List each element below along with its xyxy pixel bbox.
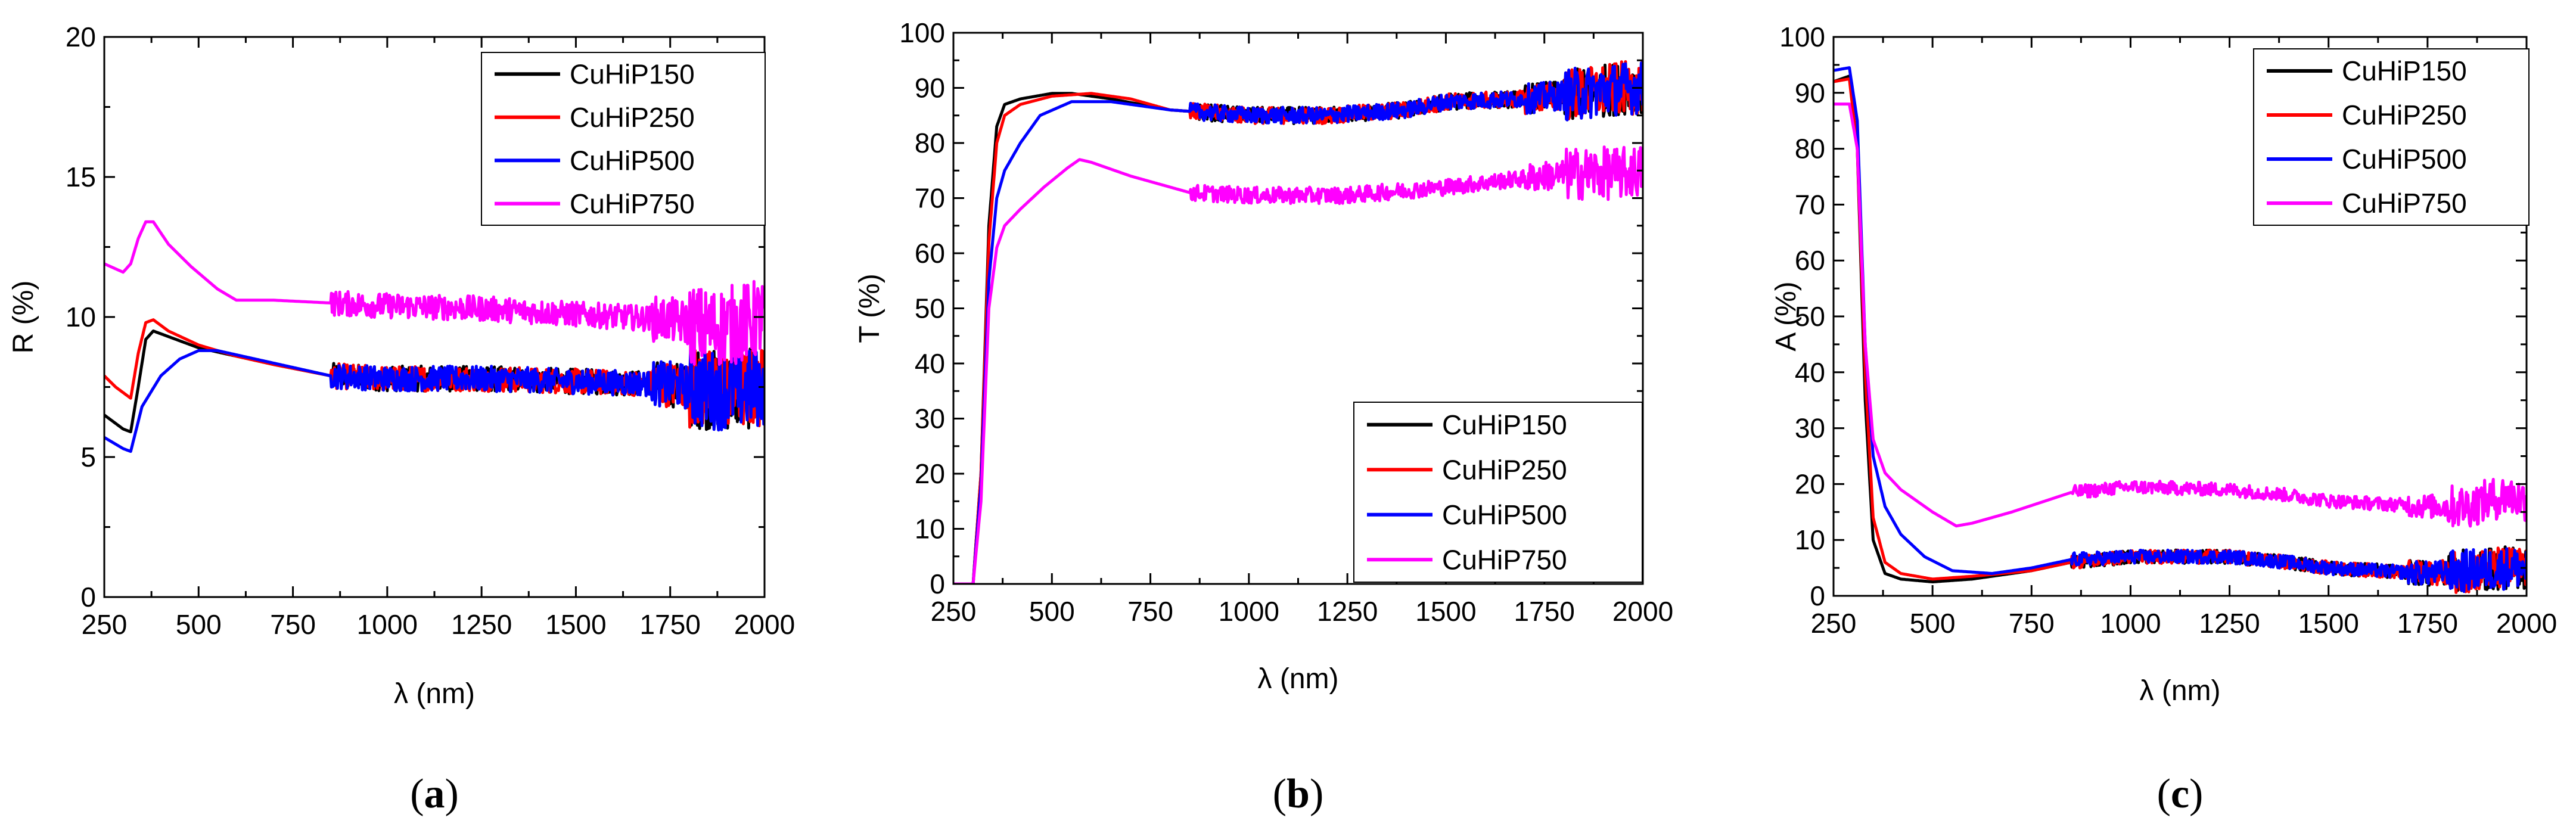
y-tick-label: 30: [915, 403, 945, 434]
x-tick-label: 750: [1127, 596, 1173, 627]
panel-label: (a): [410, 771, 459, 817]
series-line-cuhip750: [104, 220, 765, 366]
legend-label-cuhip500: CuHiP500: [570, 145, 695, 176]
x-tick-label: 750: [2009, 608, 2055, 639]
y-tick-label: 80: [915, 128, 945, 158]
y-tick-label: 20: [66, 21, 96, 52]
legend-box: [2253, 48, 2530, 226]
x-tick-label: 1000: [2100, 608, 2161, 639]
series-line-cuhip500: [1834, 66, 2527, 593]
y-tick-label: 10: [915, 514, 945, 545]
x-tick-label: 250: [931, 596, 977, 627]
legend-label-cuhip750: CuHiP750: [1442, 544, 1567, 575]
y-axis-title: T (%): [854, 273, 885, 343]
x-tick-label: 1500: [2298, 608, 2359, 639]
x-tick-label: 1750: [2397, 608, 2458, 639]
legend-label-cuhip500: CuHiP500: [2342, 144, 2467, 175]
y-tick-label: 5: [80, 442, 96, 473]
x-tick-label: 1250: [2199, 608, 2260, 639]
series-group: [1834, 66, 2527, 594]
x-tick-label: 1000: [1219, 596, 1279, 627]
legend: CuHiP150 CuHiP250 CuHiP500 CuHiP750: [1353, 402, 1643, 583]
legend-box: [1353, 402, 1643, 583]
y-tick-label: 60: [915, 238, 945, 269]
y-tick-label: 50: [915, 293, 945, 324]
y-axis-title: A (%): [1770, 281, 1802, 351]
x-tick-label: 1500: [545, 609, 606, 640]
x-tick-label: 1250: [451, 609, 512, 640]
x-tick-label: 2000: [1612, 596, 1673, 627]
y-tick-label: 10: [66, 302, 96, 332]
series-line-cuhip750: [1834, 102, 2527, 528]
x-tick-label: 1250: [1317, 596, 1378, 627]
x-tick-label: 250: [1811, 608, 1857, 639]
y-tick-label: 60: [1795, 245, 1825, 276]
x-tick-label: 1500: [1415, 596, 1476, 627]
x-tick-label: 500: [1910, 608, 1956, 639]
y-tick-label: 0: [930, 568, 945, 599]
x-tick-label: 2000: [2496, 608, 2557, 639]
x-axis-title: λ (nm): [394, 678, 475, 710]
chart-panel-b: 250 500 750 1000 1250 1500 1750 2000 0 10 20 30 40 50…: [854, 17, 1673, 817]
x-tick-label: 1750: [640, 609, 701, 640]
series-line-cuhip500: [953, 61, 1643, 584]
y-tick-label: 100: [1779, 21, 1825, 52]
x-tick-label: 750: [270, 609, 316, 640]
y-axis-title: R (%): [8, 281, 39, 354]
legend-label-cuhip150: CuHiP150: [570, 58, 695, 89]
x-tick-label: 1000: [357, 609, 418, 640]
legend-label-cuhip150: CuHiP150: [2342, 55, 2467, 86]
y-tick-label: 70: [1795, 189, 1825, 220]
x-tick-label: 250: [82, 609, 128, 640]
y-tick-label: 0: [1810, 580, 1825, 611]
x-axis-title: λ (nm): [2140, 675, 2221, 707]
y-tick-label: 90: [1795, 77, 1825, 108]
chart-panel-c: 250 500 750 1000 1250 1500 1750 2000 0 10 20 30 40 50…: [1770, 21, 2557, 817]
y-tick-label: 15: [66, 161, 96, 192]
y-tick-label: 70: [915, 183, 945, 214]
y-tick-label: 0: [80, 582, 96, 613]
legend: CuHiP150 CuHiP250 CuHiP500 CuHiP750: [481, 52, 766, 226]
y-tick-label: 100: [899, 17, 945, 48]
panel-label: (b): [1273, 771, 1324, 817]
x-tick-label: 500: [1029, 596, 1075, 627]
legend-label-cuhip750: CuHiP750: [2342, 188, 2467, 219]
series-group: [953, 60, 1643, 584]
legend-label-cuhip750: CuHiP750: [570, 188, 695, 219]
chart-panel-a: 250 500 750 1000 1250 1500 1750 2000 0 5 10 15 20 λ (…: [8, 21, 795, 817]
legend-label-cuhip250: CuHiP250: [570, 102, 695, 133]
y-tick-label: 40: [1795, 357, 1825, 388]
legend-label-cuhip250: CuHiP250: [1442, 454, 1567, 485]
y-tick-label: 10: [1795, 524, 1825, 555]
y-tick-label: 90: [915, 73, 945, 104]
x-tick-label: 500: [176, 609, 222, 640]
legend-label-cuhip250: CuHiP250: [2342, 100, 2467, 130]
x-tick-label: 1750: [1514, 596, 1575, 627]
panel-label: (c): [2157, 771, 2204, 817]
y-tick-label: 40: [915, 348, 945, 379]
legend-label-cuhip500: CuHiP500: [1442, 499, 1567, 530]
legend-box: [481, 52, 766, 226]
x-axis-title: λ (nm): [1258, 663, 1339, 695]
y-tick-label: 80: [1795, 133, 1825, 164]
y-tick-label: 30: [1795, 413, 1825, 444]
y-tick-label: 20: [1795, 468, 1825, 499]
series-line-cuhip750: [953, 145, 1643, 584]
y-tick-label: 50: [1795, 301, 1825, 332]
legend-label-cuhip150: CuHiP150: [1442, 409, 1567, 440]
x-tick-label: 2000: [734, 609, 795, 640]
series-line-cuhip500: [104, 348, 765, 453]
series-group: [104, 220, 765, 453]
legend: CuHiP150 CuHiP250 CuHiP500 CuHiP750: [2253, 48, 2530, 226]
y-tick-label: 20: [915, 458, 945, 489]
